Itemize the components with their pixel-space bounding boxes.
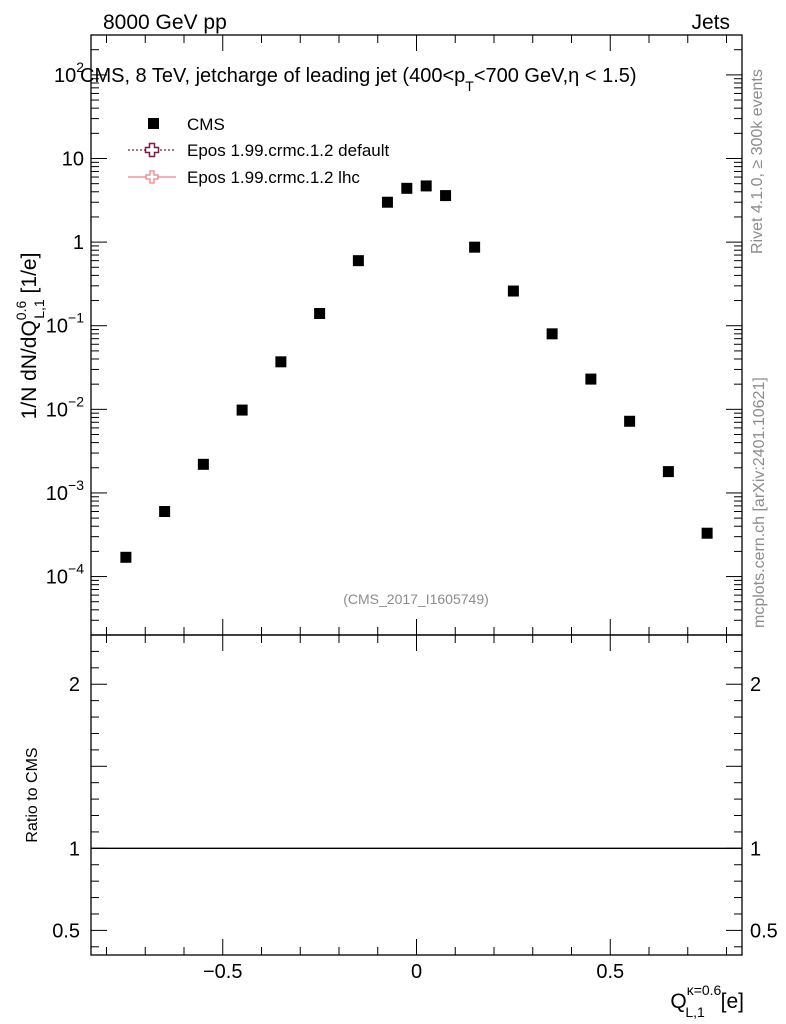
legend-label-epos-default: Epos 1.99.crmc.1.2 default [187, 141, 390, 160]
mcplots-label: mcplots.cern.ch [arXiv:2401.10621] [751, 377, 768, 628]
x-tick-labels: −0.5 0 0.5 [203, 961, 624, 983]
title-part-b: <700 GeV,η < 1.5) [474, 65, 637, 87]
ratio-plot-frame [90, 634, 743, 956]
cms-data-point [159, 505, 171, 517]
legend: CMS Epos 1.99.crmc.1.2 default Epos 1.99… [128, 115, 390, 187]
y-axis-label: 1/N dN/dQ0.6 L,1 [1/e] [13, 253, 47, 420]
cms-data-point [275, 356, 287, 368]
x-label-sub: L,1 [685, 1004, 705, 1020]
cms-data-point [314, 308, 326, 320]
x-label-sup: κ=0.6 [687, 982, 722, 998]
cms-data-point [701, 527, 713, 539]
cms-data-point [507, 285, 519, 297]
y-tick-label: 10−3 [46, 477, 84, 505]
y-tick-label: 1 [73, 232, 84, 254]
y-label-unit: [1/e] [18, 253, 41, 300]
legend-label-epos-lhc: Epos 1.99.crmc.1.2 lhc [187, 168, 360, 187]
cms-data-point [469, 241, 481, 253]
cms-data-point [381, 196, 393, 208]
cms-data-point [420, 180, 432, 192]
header-right: Jets [691, 11, 730, 34]
ratio-tick-labels: 0.5 0.5 1 1 2 2 [52, 674, 778, 942]
legend-marker-epos-lhc [128, 170, 176, 184]
ratio-tick-label-right: 1 [750, 838, 761, 860]
legend-marker-epos-default [128, 142, 176, 158]
y-label-sup: 0.6 [13, 301, 29, 321]
ratio-tick-label-left: 0.5 [52, 920, 80, 942]
x-tick-label: 0 [411, 961, 422, 983]
x-label-main: Q [670, 990, 686, 1013]
cms-data-point [236, 404, 248, 416]
cms-data-point [120, 551, 132, 563]
x-tick-label: 0.5 [596, 961, 624, 983]
cms-data-point [401, 182, 413, 194]
y-label-main: 1/N dN/dQ [18, 320, 41, 419]
ratio-tick-label-right: 2 [750, 674, 761, 696]
analysis-watermark: (CMS_2017_I1605749) [343, 591, 489, 607]
y-tick-labels: 10−4 10−3 10−2 10−1 1 10 102 [46, 59, 84, 589]
rivet-label: Rivet 4.1.0, ≥ 300k events [749, 69, 766, 254]
ratio-axis-ticks [91, 634, 742, 955]
y-tick-label: 102 [54, 59, 84, 87]
title-sub: T [465, 78, 474, 94]
cms-data-point [440, 190, 452, 202]
cms-data-point [546, 328, 558, 340]
ratio-tick-label-left: 1 [69, 838, 80, 860]
y-tick-label: 10 [62, 149, 84, 171]
cms-data-point [624, 415, 636, 427]
legend-label-cms: CMS [187, 115, 225, 134]
x-axis-label: Qκ=0.6 L,1 [e] [670, 982, 744, 1020]
ratio-tick-label-right: 0.5 [750, 920, 778, 942]
y-tick-label: 10−4 [46, 561, 84, 589]
cms-data-point [662, 466, 674, 478]
plot-title: CMS, 8 TeV, jetcharge of leading jet (40… [80, 65, 637, 94]
x-label-unit: [e] [715, 990, 744, 1013]
y-label-sub: L,1 [31, 299, 47, 319]
main-axis-ticks [91, 34, 742, 636]
cms-data-point [352, 255, 364, 267]
x-tick-label: −0.5 [203, 961, 242, 983]
ratio-y-label: Ratio to CMS [24, 747, 41, 842]
title-part-a: CMS, 8 TeV, jetcharge of leading jet (40… [80, 65, 465, 87]
legend-marker-cms [148, 118, 159, 129]
y-tick-label: 10−2 [46, 393, 84, 421]
cms-data-series [120, 180, 713, 563]
header-left: 8000 GeV pp [103, 11, 227, 34]
cms-data-point [197, 458, 209, 470]
y-tick-label: 10−1 [46, 310, 84, 338]
ratio-tick-label-left: 2 [69, 674, 80, 696]
cms-data-point [585, 373, 597, 385]
